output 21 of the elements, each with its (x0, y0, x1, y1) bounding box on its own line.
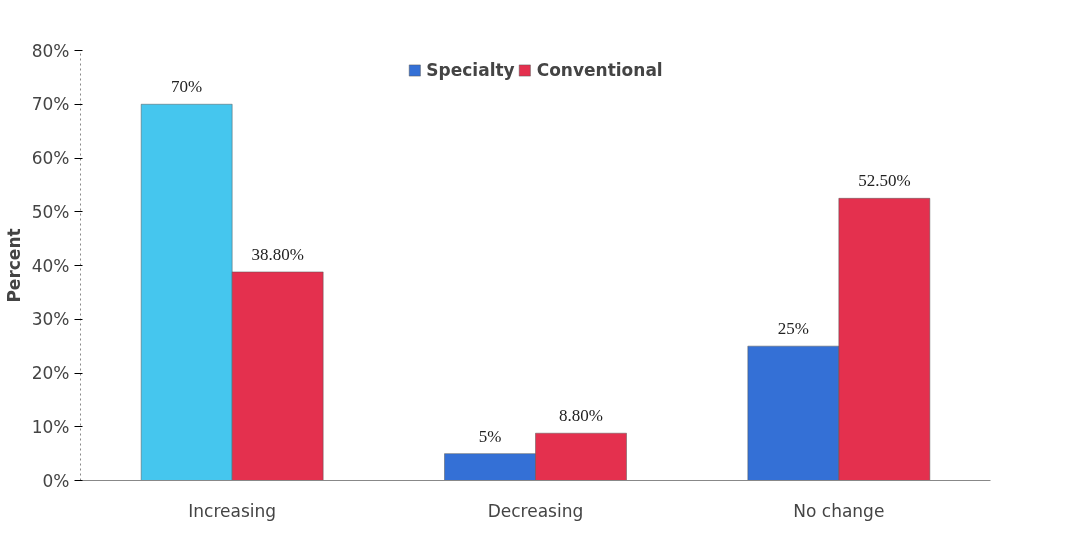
y-tick-label: 10% (31, 416, 70, 437)
x-tick-label: No change (793, 500, 885, 521)
x-tick-label: Decreasing (487, 500, 584, 521)
data-label: 8.80% (559, 406, 603, 426)
y-axis-title: Percent (3, 228, 24, 303)
data-label: 38.80% (251, 244, 304, 264)
y-tick-label: 20% (31, 363, 70, 383)
data-label: 25% (777, 319, 809, 339)
data-label: 5% (478, 426, 502, 446)
y-tick-label: 60% (31, 148, 70, 168)
legend-label: Specialty (426, 60, 515, 80)
x-tick-label: Increasing (188, 500, 277, 521)
data-label: 52.50% (858, 171, 911, 191)
y-tick-label: 80% (31, 40, 70, 61)
y-tick-label: 70% (31, 94, 70, 115)
legend-label: Conventional (536, 60, 663, 80)
y-tick-label: 50% (31, 201, 70, 222)
y-tick-label: 0% (42, 470, 70, 491)
y-tick-label: 40% (31, 255, 70, 276)
y-tick-label: 30% (31, 309, 70, 330)
data-label: 70% (171, 77, 203, 97)
